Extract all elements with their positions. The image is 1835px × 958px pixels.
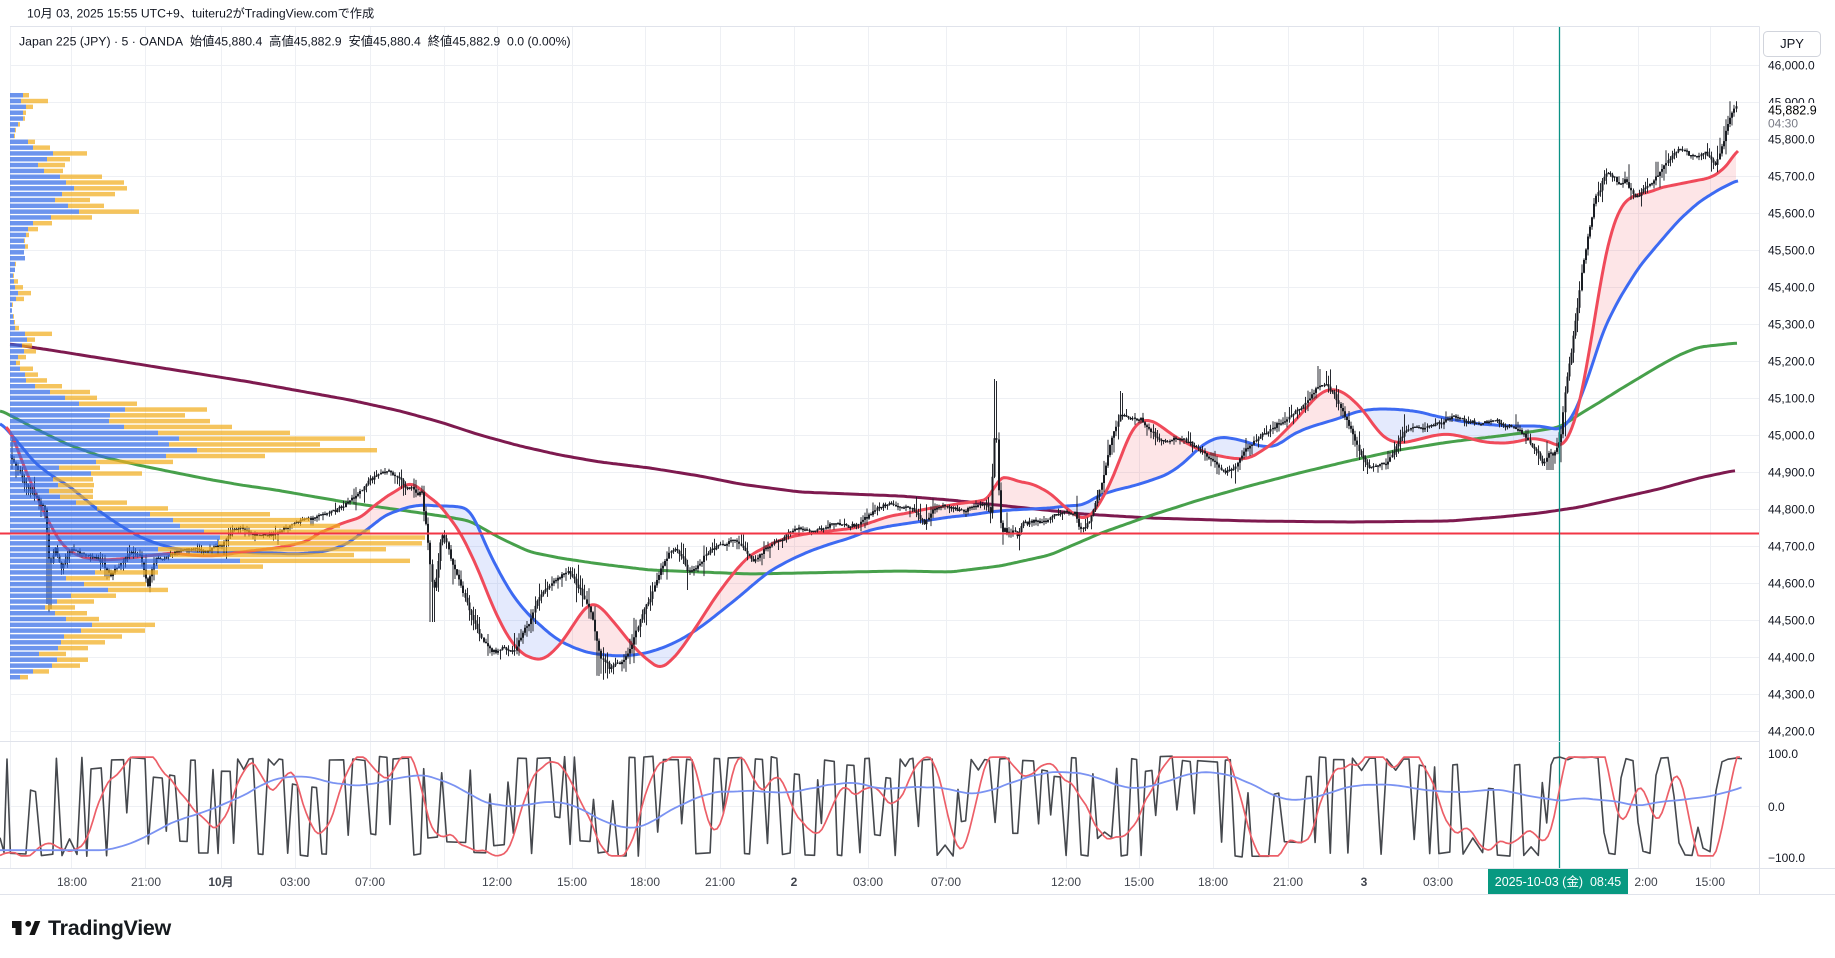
svg-text:44,900.0: 44,900.0	[1768, 466, 1815, 480]
svg-text:44,700.0: 44,700.0	[1768, 540, 1815, 554]
svg-text:46,000.0: 46,000.0	[1768, 59, 1815, 73]
svg-text:3: 3	[1361, 875, 1368, 889]
svg-text:−100.0: −100.0	[1768, 851, 1805, 865]
svg-text:44,400.0: 44,400.0	[1768, 651, 1815, 665]
svg-text:21:00: 21:00	[1273, 875, 1303, 889]
svg-text:Japan 225 (JPY) · 5 · OANDA 始: Japan 225 (JPY) · 5 · OANDA 始値45,880.4 高…	[19, 34, 571, 49]
svg-text:12:00: 12:00	[1051, 875, 1081, 889]
svg-text:45,100.0: 45,100.0	[1768, 392, 1815, 406]
svg-text:21:00: 21:00	[131, 875, 161, 889]
svg-text:07:00: 07:00	[931, 875, 961, 889]
svg-text:03:00: 03:00	[1423, 875, 1453, 889]
svg-text:45,600.0: 45,600.0	[1768, 207, 1815, 221]
svg-text:21:00: 21:00	[705, 875, 735, 889]
svg-text:15:00: 15:00	[1124, 875, 1154, 889]
svg-text:45,500.0: 45,500.0	[1768, 244, 1815, 258]
svg-text:45,882.9: 45,882.9	[1768, 104, 1817, 118]
svg-text:18:00: 18:00	[630, 875, 660, 889]
svg-text:45,800.0: 45,800.0	[1768, 133, 1815, 147]
svg-text:07:00: 07:00	[355, 875, 385, 889]
svg-text:10月: 10月	[208, 875, 233, 889]
svg-text:18:00: 18:00	[1198, 875, 1228, 889]
svg-text:03:00: 03:00	[853, 875, 883, 889]
svg-text:2025-10-03 (金) 08:45: 2025-10-03 (金) 08:45	[1495, 874, 1622, 889]
svg-text:03:00: 03:00	[280, 875, 310, 889]
svg-text:2: 2	[791, 875, 798, 889]
svg-text:18:00: 18:00	[57, 875, 87, 889]
svg-text:45,000.0: 45,000.0	[1768, 429, 1815, 443]
svg-text:10月 03, 2025 15:55 UTC+9、tuite: 10月 03, 2025 15:55 UTC+9、tuiteru2がTradin…	[27, 6, 374, 21]
svg-text:2:00: 2:00	[1634, 875, 1658, 889]
svg-text:0.0: 0.0	[1768, 800, 1785, 814]
svg-text:15:00: 15:00	[1695, 875, 1725, 889]
svg-text:45,700.0: 45,700.0	[1768, 170, 1815, 184]
svg-text:45,200.0: 45,200.0	[1768, 355, 1815, 369]
svg-text:04:30: 04:30	[1768, 117, 1798, 131]
svg-text:15:00: 15:00	[557, 875, 587, 889]
svg-text:100.0: 100.0	[1768, 747, 1798, 761]
svg-text:44,200.0: 44,200.0	[1768, 725, 1815, 739]
svg-text:12:00: 12:00	[482, 875, 512, 889]
svg-text:45,300.0: 45,300.0	[1768, 318, 1815, 332]
svg-text:44,800.0: 44,800.0	[1768, 503, 1815, 517]
svg-text:44,600.0: 44,600.0	[1768, 577, 1815, 591]
svg-text:TradingView: TradingView	[48, 916, 172, 940]
svg-text:45,400.0: 45,400.0	[1768, 281, 1815, 295]
svg-text:44,300.0: 44,300.0	[1768, 688, 1815, 702]
svg-text:JPY: JPY	[1780, 36, 1804, 51]
svg-text:44,500.0: 44,500.0	[1768, 614, 1815, 628]
